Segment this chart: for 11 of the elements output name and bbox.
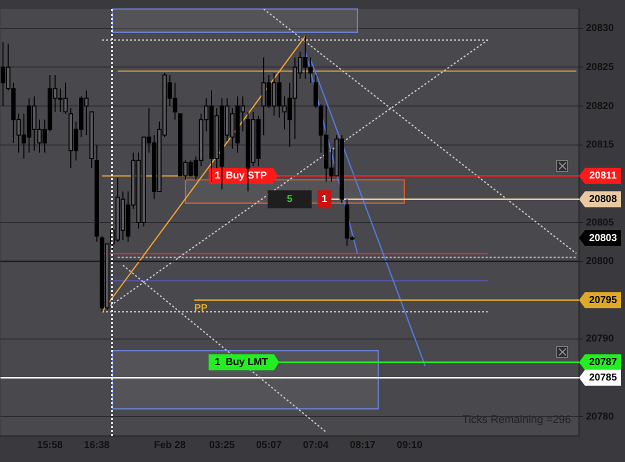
ref-line-label: 20785	[589, 372, 618, 384]
annotation: PP	[194, 302, 208, 314]
ref-line-label: 20811	[589, 170, 618, 182]
annotation: 1	[322, 194, 328, 205]
annotation: 1 Buy LMT	[214, 356, 268, 368]
annotation: 1 Buy STP	[214, 170, 268, 182]
annotation: 5	[286, 194, 293, 205]
ref-line-label: 20787	[589, 356, 618, 368]
ref-line-label: 20795	[589, 294, 618, 306]
text: 20803	[589, 232, 618, 244]
ref-line-label: 20808	[589, 194, 618, 205]
